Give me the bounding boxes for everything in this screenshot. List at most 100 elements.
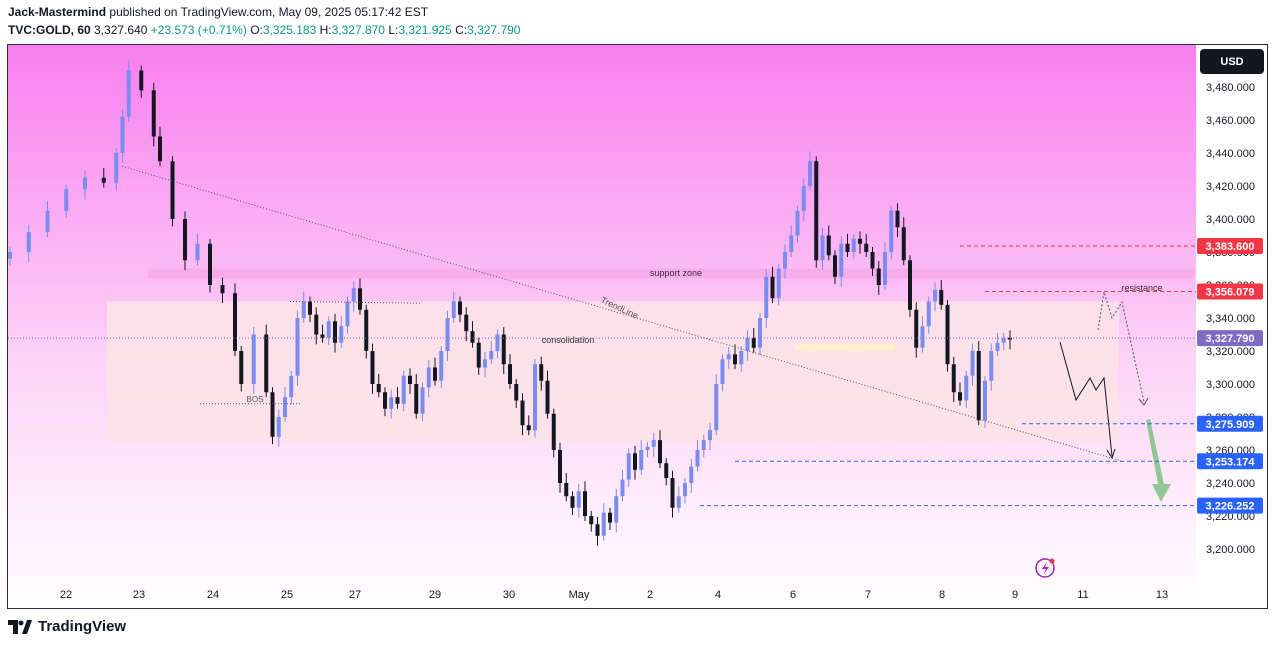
level-tag-label: 3,356.079 xyxy=(1206,286,1255,298)
candle-body xyxy=(551,413,556,450)
candle-body xyxy=(764,276,769,318)
high-label: H: xyxy=(319,23,332,37)
candle-body xyxy=(626,453,631,480)
price-tick-label: 3,300.000 xyxy=(1206,379,1255,391)
candle-body xyxy=(520,400,525,426)
candle-body xyxy=(989,351,994,381)
level-tag[interactable] xyxy=(1197,415,1263,432)
consolidation-box xyxy=(107,301,1119,442)
publisher-name[interactable]: Jack-Mastermind xyxy=(8,5,107,19)
level-tag[interactable] xyxy=(1197,283,1263,300)
candle-body xyxy=(464,314,469,332)
candle-body xyxy=(958,392,962,401)
candle-body xyxy=(945,304,950,365)
candle-body xyxy=(401,375,406,404)
candle-body xyxy=(645,446,650,450)
candle-body xyxy=(195,243,200,261)
candle-body xyxy=(983,380,987,421)
candle-body xyxy=(183,219,187,261)
candle-body xyxy=(914,309,919,348)
candle-body xyxy=(158,136,162,162)
price-tick-label: 3,400.000 xyxy=(1206,214,1255,226)
level-tag[interactable] xyxy=(1197,238,1263,255)
candle-body xyxy=(8,252,12,259)
candle-body xyxy=(876,268,881,285)
candle-body xyxy=(208,243,212,285)
alt-projection-arrowhead xyxy=(1138,397,1149,406)
candle-body xyxy=(864,243,869,252)
candle-body xyxy=(926,301,931,327)
candle-body xyxy=(383,392,387,409)
alt-projection-path[interactable] xyxy=(1097,291,1145,403)
price-tick-label: 3,480.000 xyxy=(1206,82,1255,94)
candle-body xyxy=(614,496,619,523)
candle-body xyxy=(114,153,119,183)
consolidation-label: consolidation xyxy=(542,335,595,345)
candle-body xyxy=(514,384,519,401)
bearish-target-arrow[interactable] xyxy=(1146,419,1171,502)
candle-body xyxy=(264,334,269,393)
price-change: +23.573 (+0.71%) xyxy=(150,23,247,37)
time-tick-label: 25 xyxy=(281,589,293,601)
chart-frame xyxy=(7,44,1268,609)
last-price: 3,327.640 xyxy=(94,23,148,37)
candle-body xyxy=(395,397,400,404)
level-tag-label: 3,253.174 xyxy=(1206,456,1256,468)
price-tick-label: 3,460.000 xyxy=(1206,115,1255,127)
candle-body xyxy=(358,288,362,310)
candle-body xyxy=(289,375,294,398)
candle-body xyxy=(476,342,481,368)
structure-line[interactable] xyxy=(289,301,421,304)
projection-path[interactable] xyxy=(1059,341,1113,457)
level-tag[interactable] xyxy=(1197,330,1263,347)
candle-body xyxy=(414,384,419,414)
event-icon[interactable] xyxy=(1035,558,1055,578)
candle-body xyxy=(351,288,356,302)
support-zone-band xyxy=(148,268,1194,279)
candle-body xyxy=(439,351,444,381)
candle-body xyxy=(739,351,744,365)
low-value: 3,321.925 xyxy=(398,23,452,37)
candle-body xyxy=(951,364,956,393)
candle-body xyxy=(933,289,937,302)
candle-body xyxy=(139,70,144,91)
tradingview-logo-icon xyxy=(8,619,32,634)
level-tag-label: 3,226.252 xyxy=(1206,501,1255,513)
candle-body xyxy=(545,380,550,414)
projection-arrowhead xyxy=(1106,448,1116,460)
candle-body xyxy=(270,392,275,437)
support-zone-label: support zone xyxy=(650,268,702,278)
currency-button[interactable]: USD xyxy=(1200,49,1264,74)
candle-body xyxy=(845,243,850,252)
candle-body xyxy=(801,186,806,211)
level-tag[interactable] xyxy=(1197,453,1263,470)
candle-body xyxy=(664,463,669,479)
candle-body xyxy=(870,252,875,269)
price-tick-label: 3,420.000 xyxy=(1206,181,1255,193)
candle-body xyxy=(420,387,425,414)
candle-body xyxy=(308,301,312,315)
level-tag[interactable] xyxy=(1197,497,1263,514)
candle-body xyxy=(708,430,712,441)
candle-body xyxy=(633,453,637,470)
candle-body xyxy=(745,337,750,351)
candle-body xyxy=(501,334,506,365)
level-tag-label: 3,327.790 xyxy=(1206,333,1255,345)
candle-body xyxy=(526,425,531,431)
candle-body xyxy=(126,70,131,117)
candle-body xyxy=(670,478,675,508)
candle-body xyxy=(783,252,787,269)
fvg-highlight xyxy=(795,344,895,351)
candle-body xyxy=(595,524,600,536)
candle-body xyxy=(720,359,725,384)
symbol-label[interactable]: TVC:GOLD, 60 xyxy=(8,23,91,37)
candle-body xyxy=(889,210,894,252)
candle-body xyxy=(583,491,587,516)
candle-body xyxy=(826,235,831,256)
candle-body xyxy=(220,285,225,294)
candle-body xyxy=(451,301,456,318)
candle-body xyxy=(608,512,612,523)
candle-body xyxy=(976,351,981,421)
candle-body xyxy=(964,375,969,401)
